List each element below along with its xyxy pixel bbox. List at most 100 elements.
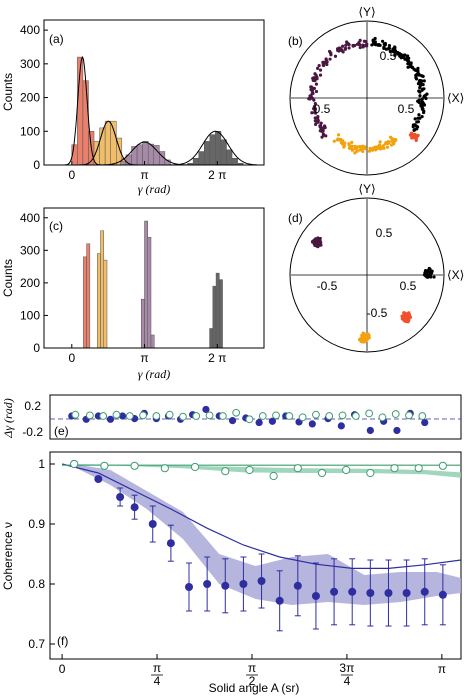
panel-d-label: (d) — [288, 211, 303, 225]
panel-c-bar — [86, 243, 91, 349]
panel-b-point — [386, 141, 390, 146]
panel-c-bar — [209, 328, 214, 349]
panel-d-circle — [289, 197, 445, 353]
panel-a: 0 100 200 300 400 0 π 2 π (a) Counts γ (rad) — [1, 19, 265, 196]
panel-e-point — [298, 413, 307, 422]
panel-e-point — [393, 426, 401, 435]
panel-b-point — [416, 69, 420, 73]
panel-a-bar — [226, 149, 233, 166]
panel-f-point — [390, 464, 399, 473]
panel-f-ytick-label: 1 — [38, 457, 45, 471]
panel-e-ytick: 0.2 — [24, 399, 41, 413]
panel-c-bar — [150, 334, 155, 349]
panel-b-point — [318, 73, 323, 77]
panel-a-ylabel: Counts — [1, 73, 15, 111]
panel-b-point — [347, 46, 351, 50]
panel-f-point — [245, 465, 254, 475]
panel-d-top-label: ⟨Y⟩ — [358, 182, 375, 196]
panel-b-point — [324, 134, 328, 138]
panel-f-point — [366, 589, 375, 597]
panel-a-bar — [104, 120, 111, 166]
panel-f-bands — [74, 464, 461, 605]
panel-f-band — [74, 464, 461, 605]
panel-b-point — [414, 73, 418, 77]
panel-b-label: (b) — [288, 34, 303, 48]
panel-b-point — [413, 117, 417, 121]
panel-f-point — [414, 464, 423, 473]
panel-f-ytick-label: 0.8 — [28, 577, 45, 591]
panel-b-point — [321, 132, 325, 136]
panel-b-point — [385, 145, 390, 149]
panel-f-xlabel: Solid angle A (sr) — [209, 681, 300, 695]
panel-b-point — [418, 85, 422, 90]
panel-b-point — [310, 91, 314, 96]
panel-b-point — [314, 122, 318, 126]
panel-a-bar — [131, 146, 138, 166]
panel-e-point — [205, 411, 214, 420]
panel-e-point — [272, 411, 280, 420]
panel-e-point — [421, 418, 429, 427]
panel-a-xlabel: γ (rad) — [138, 182, 170, 196]
panel-f-point — [384, 589, 393, 597]
panel-b-point — [317, 63, 321, 68]
panel-e-ytick: -0.2 — [22, 425, 43, 439]
panel-e: 0.2 -0.2 Δγ (rad) (e) — [1, 394, 462, 440]
panel-b-point — [387, 44, 392, 48]
panel-e-point — [112, 410, 121, 419]
panel-b-point — [313, 116, 317, 120]
panel-f-xtick-numerator: π — [248, 661, 256, 675]
panel-f-point — [275, 596, 284, 605]
panel-b-tick-label: 0.5 — [314, 102, 331, 116]
panel-d-point — [362, 332, 366, 336]
panel-e-point — [258, 412, 267, 420]
panel-b-point — [336, 137, 340, 142]
panel-f-point — [269, 471, 278, 481]
panel-b-point — [314, 111, 318, 115]
panel-b-point — [336, 48, 340, 52]
panel-b-point — [308, 94, 312, 98]
panel-f-xtick-numerator: π — [153, 661, 161, 675]
panel-b-point — [418, 90, 422, 94]
panel-b-points — [307, 36, 429, 155]
panel-e-point — [232, 408, 241, 417]
panel-b-point — [358, 43, 362, 47]
panel-b-tick-label: 0.5 — [380, 49, 397, 63]
panel-b-point — [387, 46, 392, 50]
panel-c-bar — [83, 256, 87, 349]
panel-f-point — [311, 592, 320, 600]
panel-f-frame — [49, 451, 462, 660]
panel-c-xlabel: γ (rad) — [138, 367, 170, 381]
panel-f-point — [402, 589, 411, 597]
panel-f-points — [70, 459, 447, 632]
panel-f-xtick-numerator: 3π — [339, 661, 354, 675]
panel-a-ytick-label: 200 — [20, 91, 40, 105]
panel-b-point — [416, 99, 420, 103]
panel-f-point — [366, 468, 375, 478]
panel-f-point — [330, 587, 339, 596]
panel-b-point — [344, 43, 348, 47]
panel-b-tick-label: 0.5 — [398, 102, 415, 116]
panel-e-point — [179, 412, 187, 421]
panel-b-point — [406, 65, 410, 69]
panel-e-point — [312, 410, 320, 419]
panel-f-point — [221, 467, 230, 476]
panel-d-point — [432, 275, 436, 279]
panel-a-xtick-label: 0 — [68, 168, 75, 182]
panel-f-point — [70, 459, 79, 469]
panel-a-bar — [231, 158, 238, 166]
panel-f-label: (f) — [57, 634, 68, 648]
panel-f-xtick-label: 0 — [59, 662, 66, 676]
panel-d-tick-label: 0.5 — [376, 226, 393, 240]
panel-f-curve — [61, 463, 462, 569]
panel-c-ytick-label: 200 — [20, 276, 40, 290]
panel-b-point — [411, 125, 415, 129]
panel-b-point — [339, 48, 344, 53]
panel-d-right-label: ⟨X⟩ — [447, 268, 464, 282]
panel-b-point — [413, 68, 417, 72]
panel-b-point — [353, 151, 357, 155]
panel-b-point — [421, 87, 425, 91]
panel-b-point — [318, 129, 322, 133]
panel-e-point — [165, 410, 174, 419]
panel-e-point — [418, 412, 427, 420]
